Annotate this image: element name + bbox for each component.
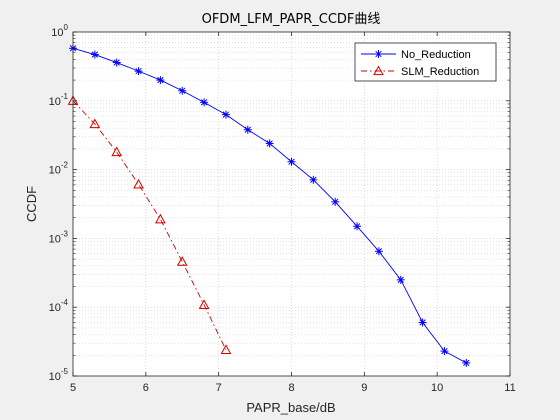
major-grid xyxy=(73,32,510,376)
asterisk-marker xyxy=(156,76,165,85)
legend-entries: No_Reduction SLM_Reduction xyxy=(361,49,479,78)
triangle-marker xyxy=(89,118,101,129)
series-line-slm-reduction xyxy=(72,100,227,351)
x-tick-label: 11 xyxy=(504,382,515,394)
asterisk-stroke xyxy=(179,87,186,94)
asterisk-marker xyxy=(396,275,405,284)
y-axis-title: CCDF xyxy=(24,186,39,222)
asterisk-marker xyxy=(90,50,99,59)
asterisk-stroke xyxy=(441,347,448,355)
triangle-marker xyxy=(220,344,232,354)
asterisk-stroke xyxy=(397,276,404,283)
asterisk-stroke xyxy=(91,51,99,58)
series-slm-reduction xyxy=(67,95,232,354)
asterisk-stroke xyxy=(222,111,230,118)
legend-label: SLM_Reduction xyxy=(401,66,479,78)
asterisk-stroke xyxy=(353,223,361,230)
asterisk-marker xyxy=(134,67,143,76)
asterisk-marker xyxy=(112,58,121,67)
asterisk-marker xyxy=(200,98,209,107)
asterisk-marker xyxy=(243,125,252,134)
asterisk-marker xyxy=(309,175,318,184)
series-no-reduction xyxy=(69,44,471,367)
y-tick-exponent: -5 xyxy=(61,367,69,376)
tick-marks xyxy=(72,31,511,377)
legend-entry-no-reduction: No_Reduction xyxy=(361,49,471,61)
legend-entry-slm-reduction: SLM_Reduction xyxy=(361,65,479,78)
asterisk-stroke xyxy=(157,76,164,84)
asterisk-stroke xyxy=(463,359,470,367)
asterisk-stroke xyxy=(332,198,339,205)
legend-label: No_Reduction xyxy=(401,49,471,61)
triangle-marker xyxy=(111,146,123,157)
x-tick-label: 9 xyxy=(361,382,367,394)
triangle-marker xyxy=(155,213,166,224)
asterisk-stroke xyxy=(244,126,251,133)
asterisk-stroke xyxy=(135,67,142,75)
x-tick-label: 7 xyxy=(216,382,222,394)
asterisk-stroke xyxy=(375,248,383,255)
asterisk-marker xyxy=(374,247,383,256)
chart-title: OFDM_LFM_PAPR_CCDF曲线 xyxy=(202,12,381,27)
legend: No_Reduction SLM_Reduction xyxy=(354,42,497,82)
y-tick-exponent: -2 xyxy=(61,161,69,170)
asterisk-marker xyxy=(462,358,471,367)
triangle-marker xyxy=(198,299,210,310)
asterisk-stroke xyxy=(200,99,208,106)
series-layer xyxy=(67,44,471,367)
asterisk-marker xyxy=(178,86,187,95)
asterisk-marker xyxy=(221,110,230,119)
y-tick-exponent: -1 xyxy=(61,92,69,101)
asterisk-stroke xyxy=(113,59,120,66)
asterisk-marker xyxy=(265,139,274,148)
x-axis-title: PAPR_base/dB xyxy=(246,400,335,415)
x-tick-label: 5 xyxy=(70,382,76,394)
asterisk-stroke xyxy=(266,140,273,147)
triangle-marker xyxy=(176,256,188,266)
asterisk-stroke xyxy=(310,176,317,183)
x-tick-label: 6 xyxy=(143,382,149,394)
asterisk-marker xyxy=(331,197,340,206)
x-tick-label: 8 xyxy=(288,382,294,394)
asterisk-marker xyxy=(287,157,296,166)
asterisk-marker xyxy=(353,222,362,231)
asterisk-stroke xyxy=(375,50,382,58)
triangle-marker xyxy=(133,178,144,189)
y-tick-exponent: 0 xyxy=(64,23,69,32)
y-tick-exponent: -4 xyxy=(61,298,69,307)
triangle-marker xyxy=(373,65,384,76)
y-tick-exponent: -3 xyxy=(61,229,69,238)
asterisk-stroke xyxy=(288,158,295,165)
asterisk-marker xyxy=(440,347,449,356)
x-tick-labels: 5 6 7 8 9 10 11 xyxy=(70,382,516,394)
asterisk-marker xyxy=(374,50,383,58)
asterisk-marker xyxy=(418,318,427,327)
asterisk-stroke xyxy=(419,319,426,326)
x-tick-label: 10 xyxy=(431,382,443,394)
